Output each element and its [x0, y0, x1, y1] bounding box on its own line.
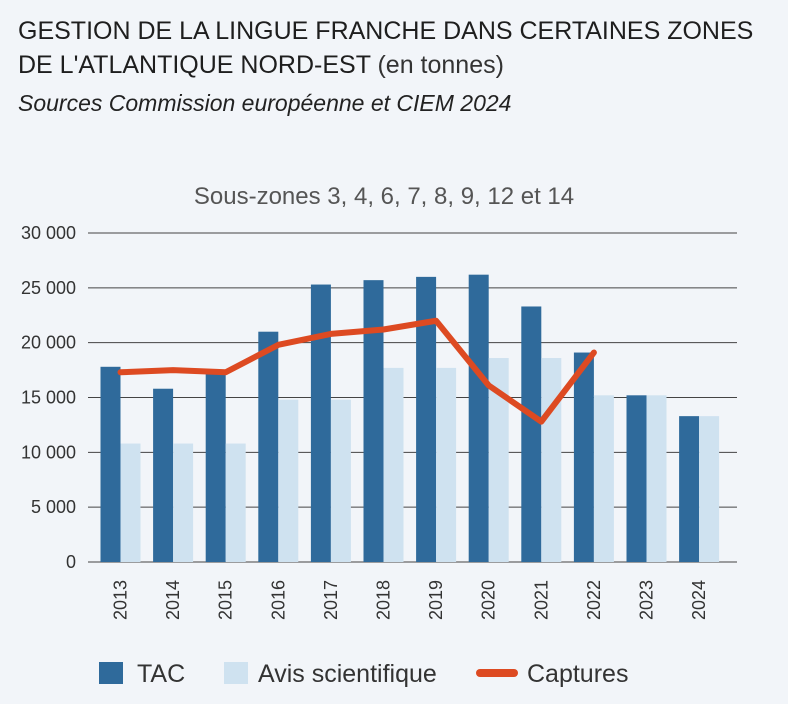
bar-tac: [521, 306, 542, 562]
x-tick-label: 2021: [531, 580, 551, 620]
y-tick-label: 25 000: [21, 278, 76, 298]
bar-tac: [363, 280, 384, 562]
chart-subtitle: Sources Commission européenne et CIEM 20…: [18, 90, 512, 116]
x-tick-label: 2023: [637, 580, 657, 620]
x-tick-label: 2017: [321, 580, 341, 620]
bar-avis-scientifique: [330, 399, 351, 562]
chart-title-unit: (en tonnes): [377, 51, 504, 79]
bar-avis-scientifique: [120, 443, 141, 562]
y-tick-label: 10 000: [21, 442, 76, 462]
x-tick-label: 2016: [268, 580, 288, 620]
chart-title: GESTION DE LA LINGUE FRANCHE DANS CERTAI…: [18, 14, 778, 82]
bar-avis-scientifique: [488, 358, 509, 562]
x-axis: 2013 2014 2015 2016 2017 2018 2019 2020 2021 2022…: [111, 580, 710, 620]
x-tick-label: 2020: [479, 580, 499, 620]
legend-label-avis: Avis scientifique: [258, 660, 437, 688]
bar-avis-scientifique: [541, 358, 562, 562]
legend-swatch-tac: [99, 662, 123, 684]
x-tick-label: 2018: [374, 580, 394, 620]
legend-label-captures: Captures: [527, 660, 628, 688]
bar-avis-scientifique: [593, 395, 614, 562]
bar-avis-scientifique: [383, 367, 404, 562]
legend-label-tac: TAC: [137, 660, 185, 688]
y-tick-label: 5 000: [31, 497, 76, 517]
bar-avis-scientifique: [646, 395, 667, 562]
legend: TAC Avis scientifique Captures: [99, 660, 628, 688]
chart-title-text: GESTION DE LA LINGUE FRANCHE DANS CERTAI…: [18, 17, 754, 79]
x-tick-label: 2014: [163, 580, 183, 620]
x-tick-label: 2019: [426, 580, 446, 620]
bar-tac: [468, 274, 489, 562]
bar-avis-scientifique: [225, 443, 246, 562]
bar-tac: [100, 366, 121, 562]
bar-avis-scientifique: [173, 443, 194, 562]
bar-avis-scientifique: [436, 367, 457, 562]
bar-tac: [679, 416, 700, 562]
bar-tac: [573, 352, 594, 562]
legend-swatch-avis: [224, 662, 248, 684]
bars: [100, 274, 720, 562]
y-tick-label: 30 000: [21, 223, 76, 243]
bar-tac: [153, 388, 174, 562]
x-tick-label: 2015: [216, 580, 236, 620]
bar-tac: [626, 395, 647, 562]
zone-title: Sous-zones 3, 4, 6, 7, 8, 9, 12 et 14: [194, 183, 574, 210]
bar-tac: [416, 276, 437, 562]
y-tick-label: 20 000: [21, 333, 76, 353]
y-tick-label: 0: [66, 552, 76, 572]
y-axis: 0 5 000 10 000 15 000 20 000 25 000 30 000: [21, 223, 76, 572]
captures-line-group: [117, 317, 597, 425]
bar-avis-scientifique: [278, 399, 299, 562]
bar-tac: [258, 331, 279, 562]
x-tick-label: 2024: [689, 580, 709, 620]
bar-tac: [205, 373, 226, 562]
y-tick-label: 15 000: [21, 388, 76, 408]
captures-line: [117, 317, 597, 425]
bar-tac: [310, 284, 331, 562]
bar-avis-scientifique: [699, 416, 720, 562]
x-tick-label: 2013: [111, 580, 131, 620]
x-tick-label: 2022: [584, 580, 604, 620]
